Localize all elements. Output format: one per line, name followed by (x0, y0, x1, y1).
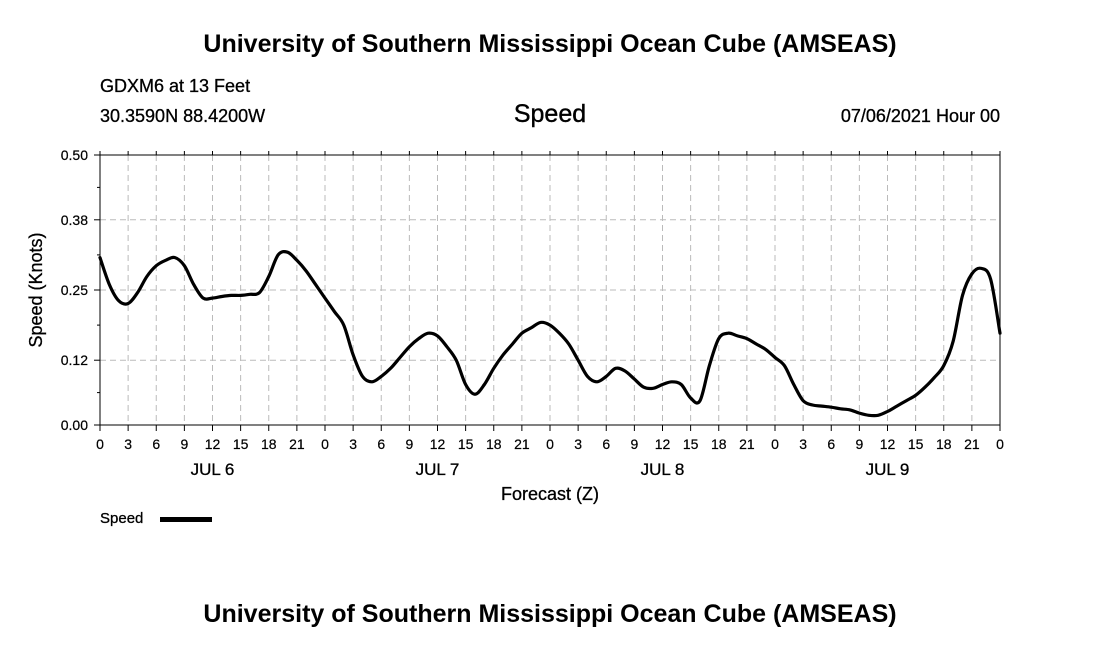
day-label: JUL 6 (191, 460, 235, 479)
axes (94, 151, 1001, 431)
x-tick-label: 15 (908, 436, 924, 452)
coordinates-label: 30.3590N 88.4200W (100, 106, 266, 126)
x-tick-label: 12 (205, 436, 221, 452)
y-tick-label: 0.50 (61, 147, 88, 163)
variable-title: Speed (513, 100, 587, 128)
x-tick-label: 18 (486, 436, 502, 452)
x-tick-label: 21 (514, 436, 530, 452)
x-tick-label: 18 (711, 436, 727, 452)
x-tick-label: 21 (289, 436, 305, 452)
y-tick-label: 0.12 (61, 352, 88, 368)
x-tick-label: 6 (152, 436, 160, 452)
day-label: JUL 8 (641, 460, 685, 479)
x-tick-label: 3 (799, 436, 807, 452)
x-tick-label: 21 (964, 436, 980, 452)
x-tick-label: 15 (233, 436, 249, 452)
y-tick-label: 0.25 (61, 282, 88, 298)
x-tick-label: 18 (261, 436, 277, 452)
x-axis-label: Forecast (Z) (501, 484, 599, 504)
x-tick-label: 9 (630, 436, 638, 452)
x-tick-label: 0 (996, 436, 1004, 452)
footer-title: University of Southern Mississippi Ocean… (203, 600, 897, 628)
x-tick-label: 3 (349, 436, 357, 452)
x-tick-label: 15 (683, 436, 699, 452)
legend-swatch (160, 517, 212, 522)
x-tick-label: 12 (880, 436, 896, 452)
x-tick-label: 9 (855, 436, 863, 452)
legend-label: Speed (100, 510, 144, 527)
forecast-datetime: 07/06/2021 Hour 00 (840, 106, 1000, 126)
x-tick-label: 3 (124, 436, 132, 452)
tick-labels: 0 3 6 9 12 15 18 21 0 3 6 9 12 15 18 21 0 3 6 9 12 15 18 21 0 3 6 9… (61, 147, 1005, 479)
day-label: JUL 9 (866, 460, 910, 479)
series-layer (98, 249, 1002, 418)
x-tick-label: 6 (377, 436, 385, 452)
x-tick-label: 18 (936, 436, 952, 452)
x-tick-label: 6 (827, 436, 835, 452)
x-tick-label: 0 (321, 436, 329, 452)
day-label: JUL 7 (416, 460, 460, 479)
x-tick-label: 0 (96, 436, 104, 452)
y-axis-label: Speed (Knots) (26, 232, 46, 347)
x-tick-label: 12 (655, 436, 671, 452)
chart-title: University of Southern Mississippi Ocean… (203, 30, 897, 58)
x-tick-label: 15 (458, 436, 474, 452)
plot-frame (99, 154, 1001, 426)
grid-lines (100, 155, 1000, 425)
x-tick-label: 12 (430, 436, 446, 452)
speed-series-line (98, 249, 1002, 418)
x-tick-label: 0 (546, 436, 554, 452)
x-tick-label: 9 (180, 436, 188, 452)
x-tick-label: 0 (771, 436, 779, 452)
x-tick-label: 6 (602, 436, 610, 452)
x-tick-label: 21 (739, 436, 755, 452)
station-label: GDXM6 at 13 Feet (100, 76, 251, 96)
y-tick-label: 0.38 (61, 212, 88, 228)
y-tick-label: 0.00 (61, 417, 88, 433)
x-tick-label: 9 (405, 436, 413, 452)
x-tick-label: 3 (574, 436, 582, 452)
